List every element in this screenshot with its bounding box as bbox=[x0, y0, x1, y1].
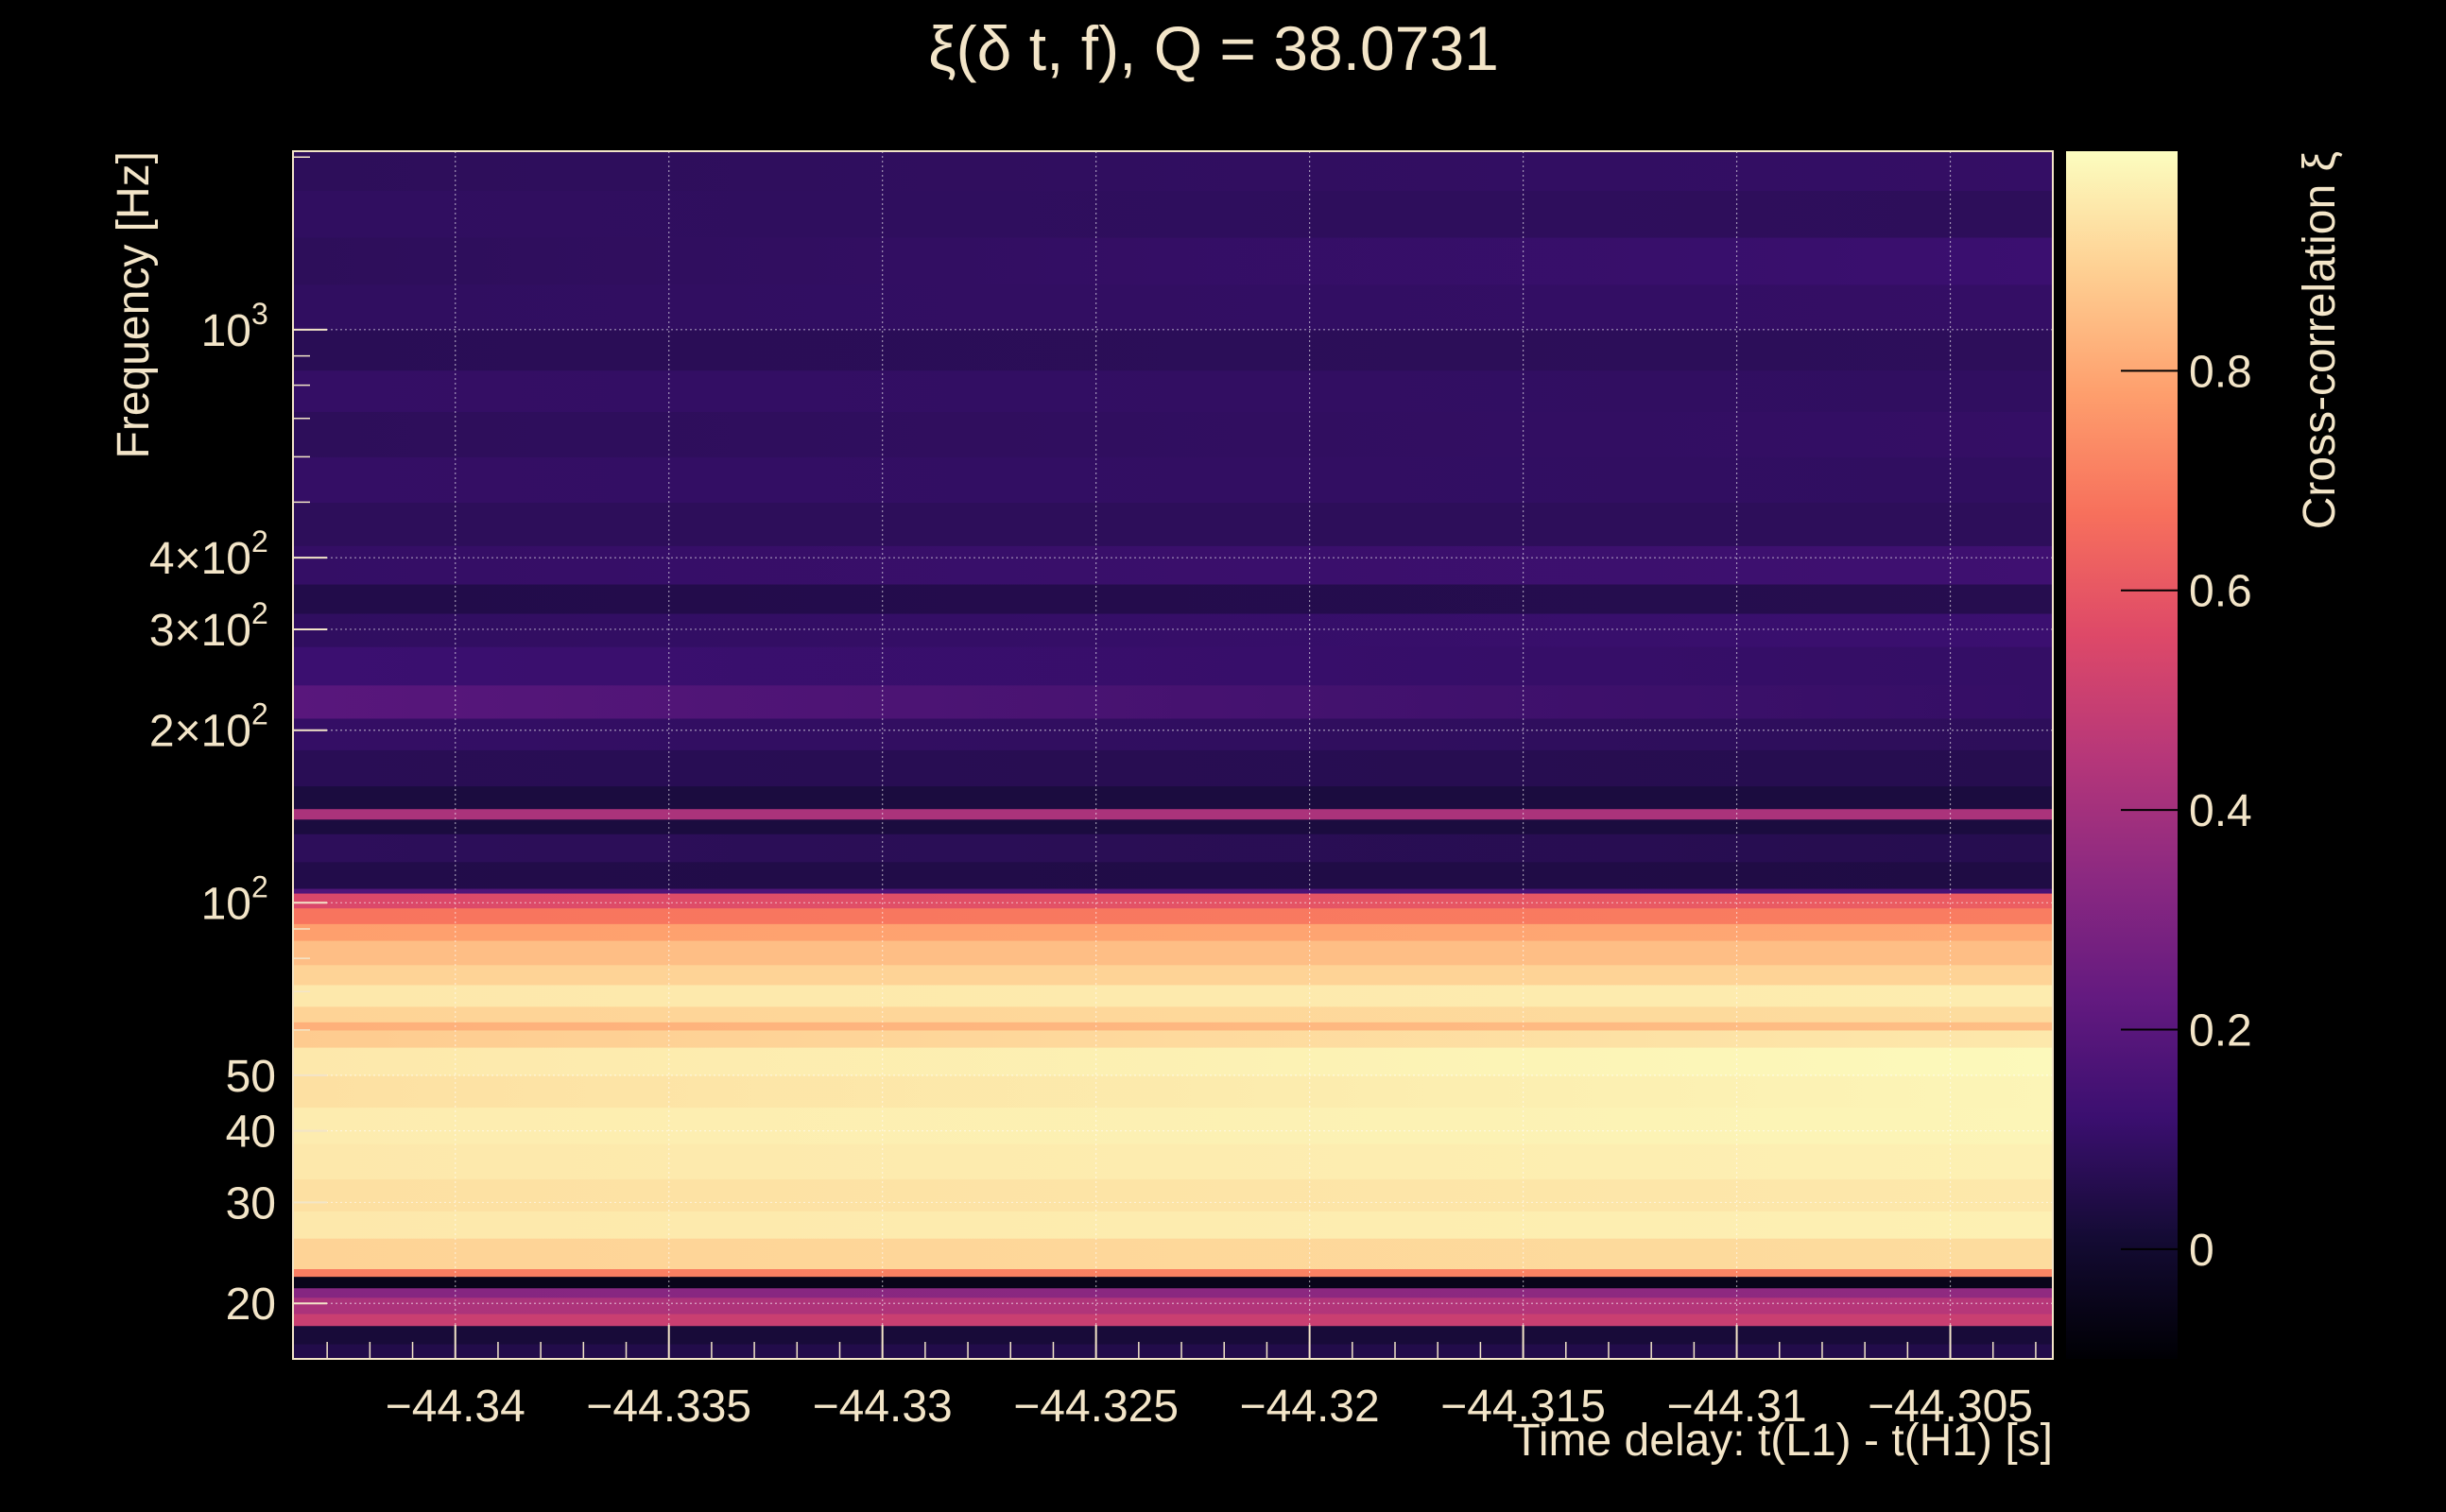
heatmap-band bbox=[293, 329, 2053, 371]
heatmap-band bbox=[293, 749, 2053, 787]
grid-lines bbox=[293, 151, 2053, 1359]
heatmap-band bbox=[293, 1268, 2053, 1278]
heatmap-band bbox=[293, 456, 2053, 503]
heatmap-band bbox=[293, 1344, 2053, 1360]
heatmap-band bbox=[293, 887, 2053, 894]
y-tick-label: 10 bbox=[201, 306, 251, 356]
x-tick-label: −44.33 bbox=[813, 1382, 953, 1432]
colorbar-tick-label: 0.8 bbox=[2189, 347, 2252, 397]
y-tick-label: 40 bbox=[226, 1108, 276, 1158]
heatmap-area bbox=[293, 151, 2053, 1360]
heatmap-band bbox=[293, 284, 2053, 331]
heatmap-band bbox=[293, 818, 2053, 834]
y-tick-label: 50 bbox=[226, 1052, 276, 1102]
heatmap-band bbox=[293, 1287, 2053, 1298]
colorbar-tick-label: 0.4 bbox=[2189, 786, 2252, 836]
x-axis-ticks: −44.34 −44.335 −44.33 −44.325 −44.32 −44.315 −… bbox=[326, 1325, 2037, 1432]
y-tick-exponent: 2 bbox=[251, 869, 268, 903]
heatmap-band bbox=[293, 1022, 2053, 1031]
y-axis-label: Frequency [Hz] bbox=[109, 151, 159, 458]
colorbar-tick-label: 0.2 bbox=[2189, 1005, 2252, 1056]
heatmap-band bbox=[293, 646, 2053, 686]
heatmap-band bbox=[293, 612, 2053, 647]
heatmap-band bbox=[293, 1178, 2053, 1211]
heatmap-band bbox=[293, 833, 2053, 863]
heatmap-band bbox=[293, 1029, 2053, 1048]
heatmap-band bbox=[293, 190, 2053, 238]
heatmap-band bbox=[293, 940, 2053, 966]
y-tick-label: 20 bbox=[226, 1280, 276, 1330]
plot-frame bbox=[292, 150, 2054, 1360]
heatmap-band bbox=[293, 1107, 2053, 1144]
colorbar-label: Cross-correlation ξ bbox=[2295, 151, 2345, 529]
heatmap-band bbox=[293, 1211, 2053, 1239]
heatmap-band bbox=[293, 1074, 2053, 1108]
y-tick-exponent: 3 bbox=[251, 297, 268, 331]
x-tick-label: −44.305 bbox=[1868, 1382, 2033, 1432]
y-tick-label: 4×10 bbox=[149, 534, 251, 584]
heatmap-band bbox=[293, 1276, 2053, 1289]
heatmap-band bbox=[293, 1313, 2053, 1327]
x-tick-label: −44.315 bbox=[1440, 1382, 1606, 1432]
y-tick-exponent: 2 bbox=[251, 524, 268, 558]
heatmap-band bbox=[293, 907, 2053, 924]
heatmap-band bbox=[293, 684, 2053, 719]
y-tick-label: 2×10 bbox=[149, 707, 251, 757]
heatmap-band bbox=[293, 151, 2053, 192]
colorbar: 0 0.2 0.4 0.6 0.8 bbox=[2066, 151, 2252, 1359]
heatmap-band bbox=[293, 1238, 2053, 1270]
heatmap-band bbox=[293, 785, 2053, 810]
chart-title: ξ(δ t, f), Q = 38.0731 bbox=[928, 13, 1499, 83]
heatmap-band bbox=[293, 892, 2053, 909]
colorbar-tick-label: 0.6 bbox=[2189, 567, 2252, 617]
heatmap-band bbox=[293, 808, 2053, 820]
x-axis-label: Time delay: t(L1) - t(H1) [s] bbox=[1512, 1416, 2053, 1466]
heatmap-band bbox=[293, 984, 2053, 1007]
heatmap-band bbox=[293, 369, 2053, 412]
heatmap-band bbox=[293, 236, 2053, 285]
heatmap-band bbox=[293, 1143, 2053, 1179]
y-tick-label: 30 bbox=[226, 1178, 276, 1228]
colorbar-tick-label: 0 bbox=[2189, 1226, 2214, 1276]
y-tick-exponent: 2 bbox=[251, 697, 268, 731]
x-tick-label: −44.335 bbox=[586, 1382, 751, 1432]
heatmap-band bbox=[293, 964, 2053, 986]
y-tick-label: 3×10 bbox=[149, 606, 251, 656]
x-tick-label: −44.34 bbox=[386, 1382, 525, 1432]
heatmap-band bbox=[293, 717, 2053, 750]
heatmap-band bbox=[293, 861, 2053, 889]
heatmap-band bbox=[293, 1005, 2053, 1022]
heatmap-band bbox=[293, 411, 2053, 457]
x-tick-label: −44.32 bbox=[1240, 1382, 1380, 1432]
y-tick-exponent: 2 bbox=[251, 596, 268, 630]
heatmap-band bbox=[293, 1325, 2053, 1345]
heatmap-band bbox=[293, 923, 2053, 941]
x-tick-label: −44.325 bbox=[1013, 1382, 1179, 1432]
heatmap-band bbox=[293, 1047, 2053, 1076]
heatmap-band bbox=[293, 1297, 2053, 1314]
colorbar-scale bbox=[2066, 151, 2178, 1359]
x-tick-label: −44.31 bbox=[1666, 1382, 1806, 1432]
y-tick-label: 10 bbox=[201, 879, 251, 929]
heatmap-band bbox=[293, 545, 2053, 585]
heatmap-band bbox=[293, 583, 2053, 614]
heatmap-band bbox=[293, 502, 2053, 546]
